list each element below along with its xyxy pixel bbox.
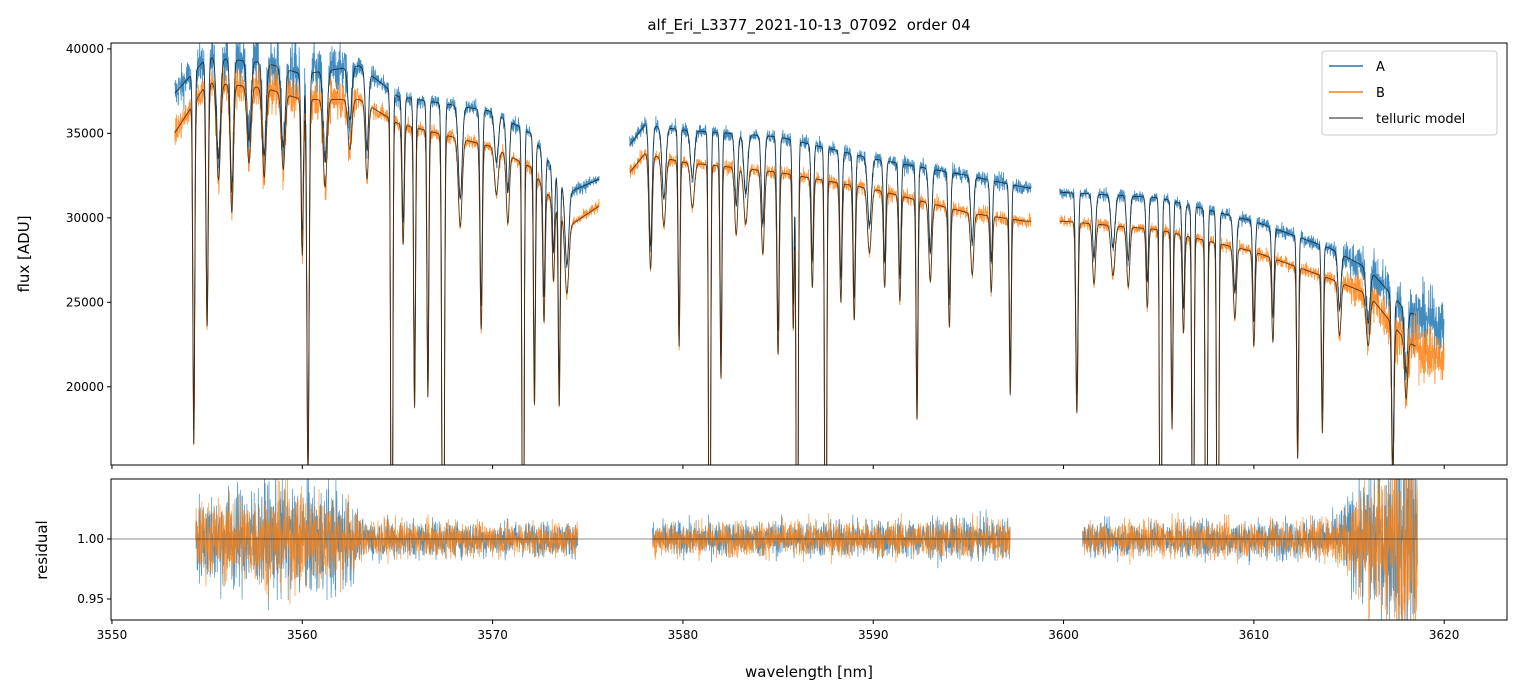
y-tick-label: 35000 — [66, 126, 104, 140]
x-tick-label: 3600 — [1048, 628, 1079, 642]
x-tick-label: 3610 — [1239, 628, 1270, 642]
x-tick-label: 3620 — [1429, 628, 1460, 642]
chart-title: alf_Eri_L3377_2021-10-13_07092 order 04 — [647, 16, 970, 35]
x-tick-label: 3550 — [97, 628, 128, 642]
x-tick-label: 3590 — [858, 628, 889, 642]
legend-box — [1321, 50, 1498, 136]
y-tick-label: 20000 — [66, 380, 104, 394]
legend-label-b: B — [1376, 86, 1385, 101]
residual-axes-frame — [110, 478, 1508, 621]
telluric-model-a — [174, 57, 1416, 465]
residual-panel-series — [111, 479, 1507, 620]
flux-axes-frame — [110, 42, 1508, 466]
legend-label-a: A — [1376, 60, 1385, 75]
flux-panel-series — [174, 43, 1445, 465]
flux-axis-ticks: 20000 25000 30000 35000 40000 — [66, 42, 1445, 469]
legend: A B telluric model — [1321, 50, 1498, 136]
y-tick-label: 30000 — [66, 211, 104, 225]
y-tick-label: 0.95 — [77, 592, 104, 606]
series-b-residual — [195, 479, 1418, 620]
telluric-model-b — [174, 82, 1416, 465]
x-tick-label: 3580 — [668, 628, 699, 642]
x-tick-label: 3570 — [477, 628, 508, 642]
flux-ylabel: flux [ADU] — [15, 215, 33, 292]
legend-label-model: telluric model — [1376, 112, 1465, 127]
x-tick-label: 3560 — [287, 628, 318, 642]
y-tick-label: 40000 — [66, 42, 104, 56]
residual-ylabel: residual — [33, 520, 51, 579]
y-tick-label: 25000 — [66, 295, 104, 309]
y-tick-label: 1.00 — [77, 532, 104, 546]
residual-axis-ticks: 0.95 1.00 3550 3560 3570 3580 3590 3600 3610 3620 — [77, 532, 1459, 642]
x-axis-label: wavelength [nm] — [745, 663, 873, 681]
